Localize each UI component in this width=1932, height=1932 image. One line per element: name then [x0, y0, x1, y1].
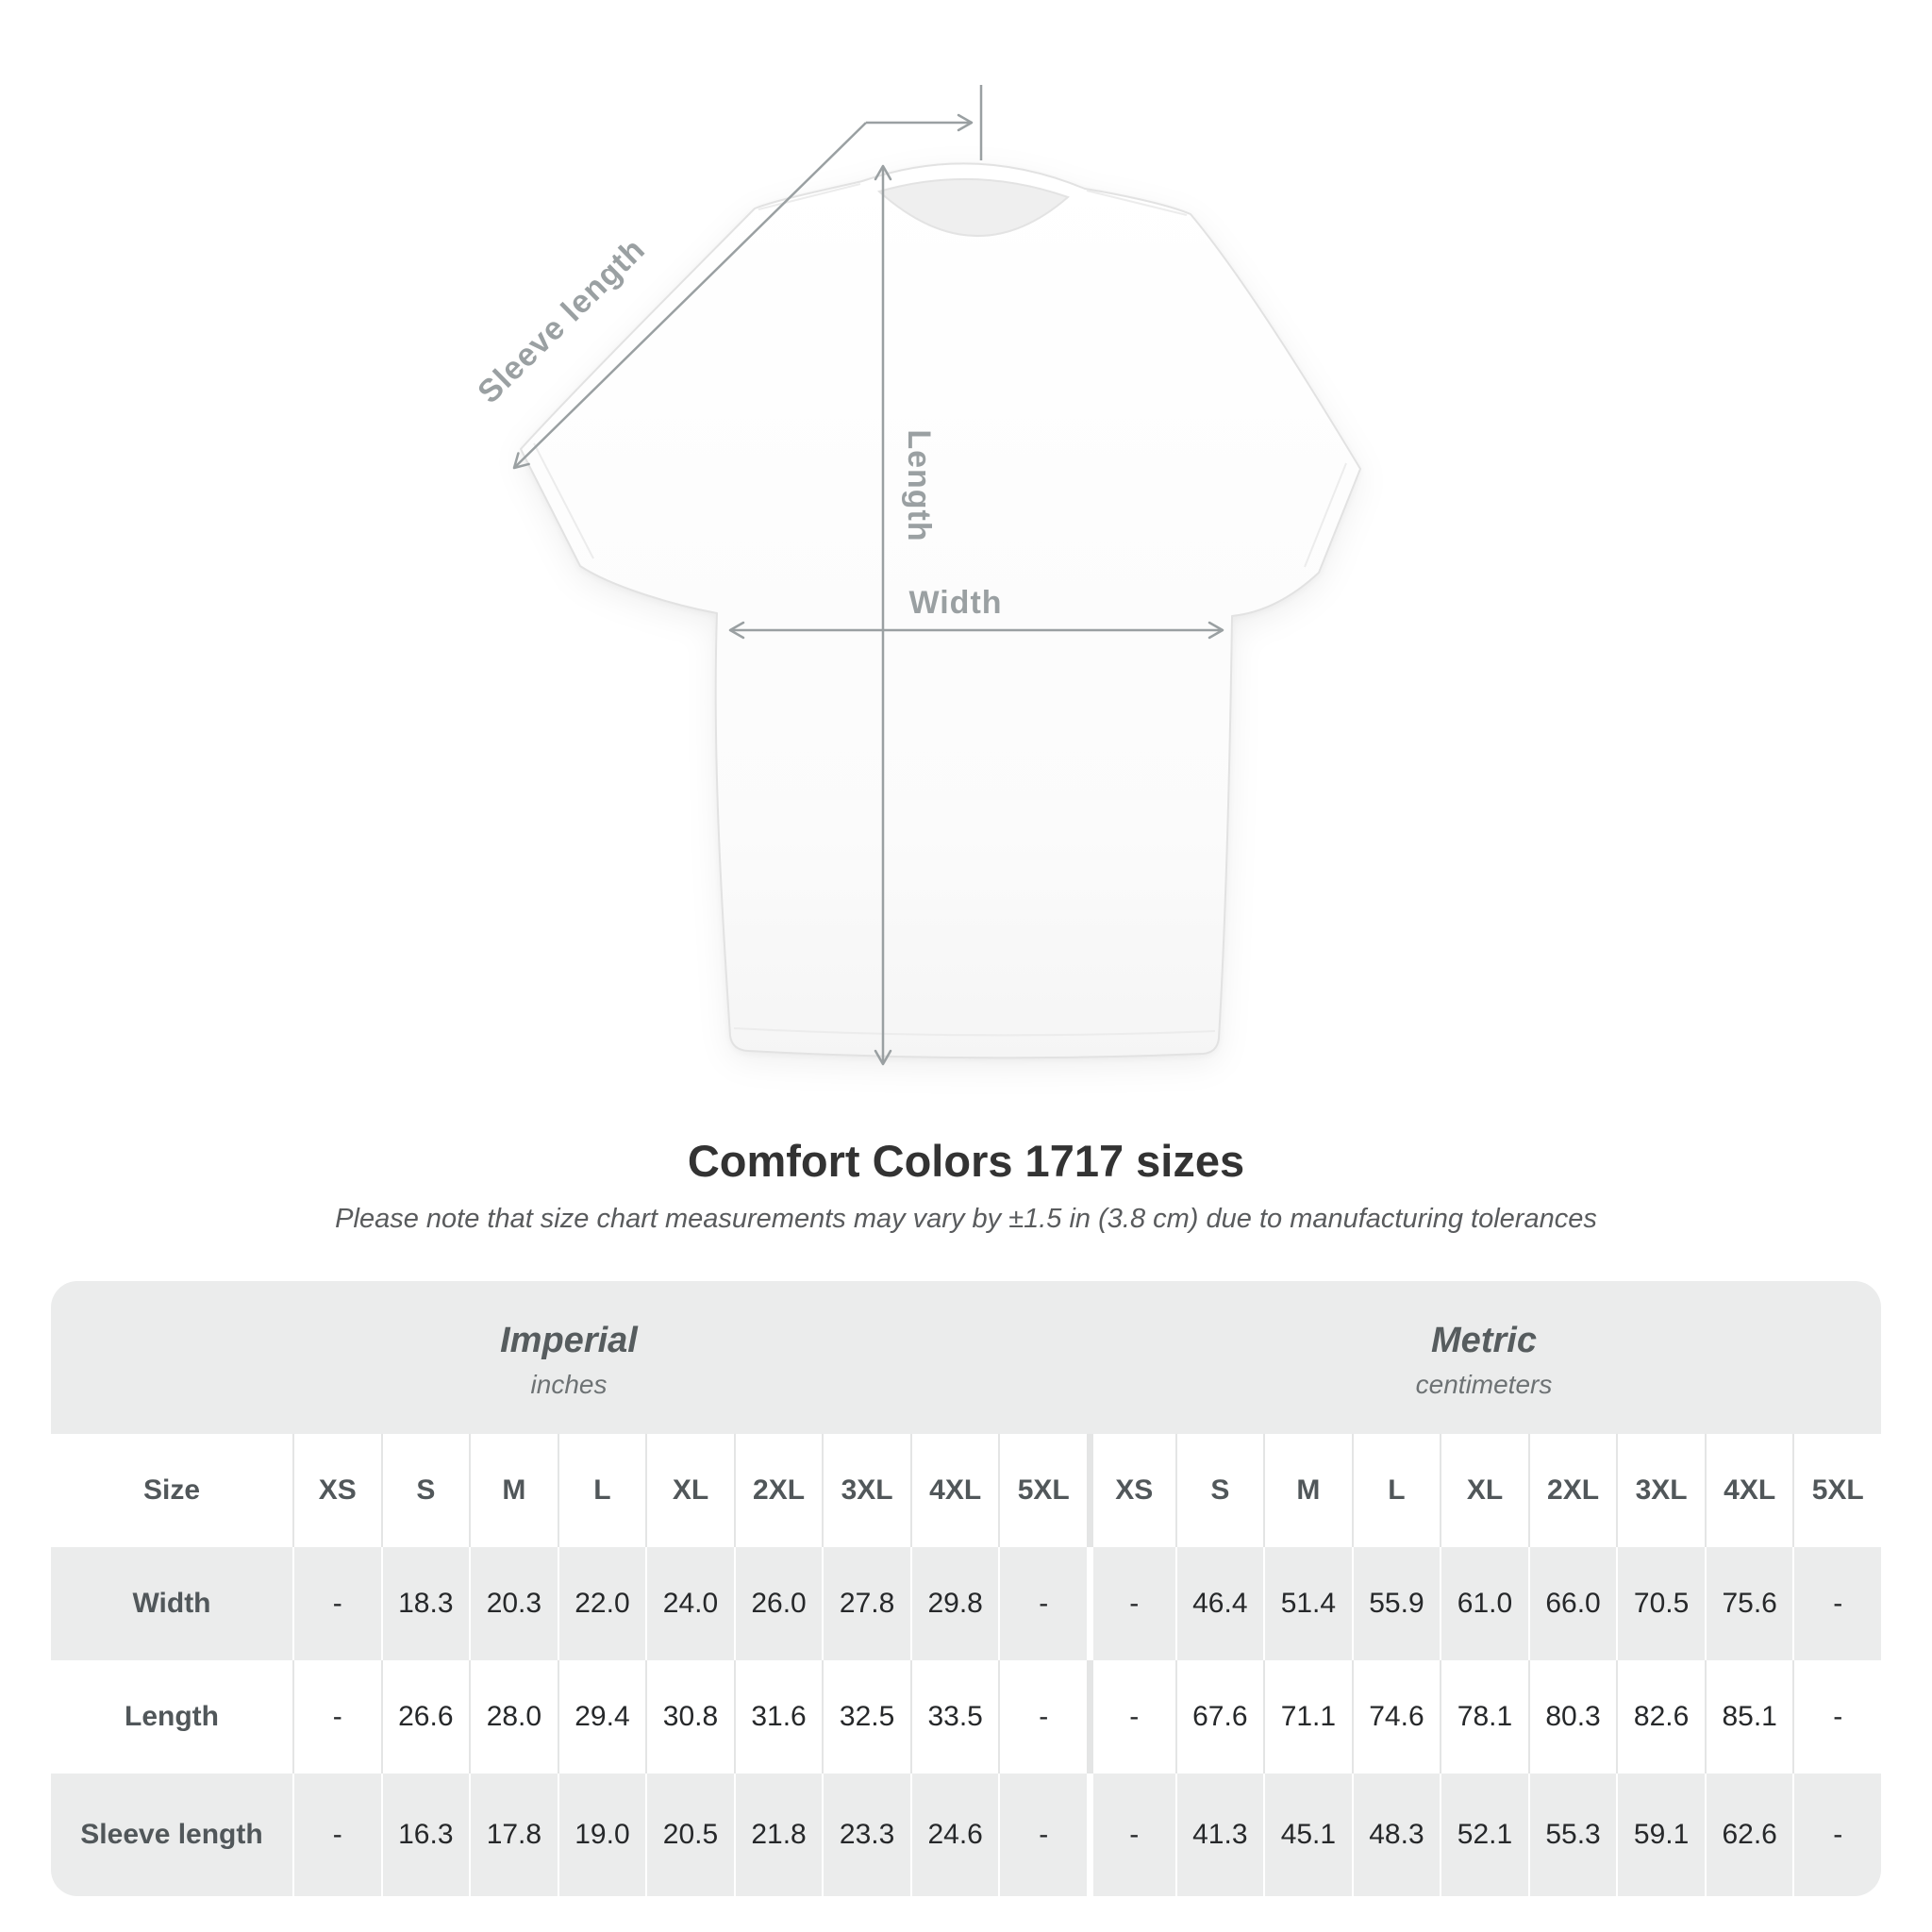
value-cell: 70.5: [1616, 1547, 1705, 1660]
size-header-cell: XL: [1440, 1434, 1528, 1547]
width-label: Width: [908, 585, 1002, 621]
tshirt-measurement-diagram: Sleeve length Length Width: [471, 85, 1361, 1066]
value-cell: 59.1: [1616, 1774, 1705, 1896]
length-label: Length: [901, 429, 937, 541]
value-cell: 17.8: [469, 1774, 558, 1896]
row-label: Width: [132, 1588, 211, 1619]
size-header-cell: 3XL: [1616, 1434, 1705, 1547]
sleeve-length-line: [512, 122, 867, 470]
value-cell: -: [292, 1774, 381, 1896]
size-header-cell: 5XL: [1792, 1434, 1881, 1547]
metric-label: Metric: [1431, 1321, 1537, 1360]
metric-section-header: Metric centimeters: [1087, 1281, 1881, 1434]
value-cell: 78.1: [1440, 1660, 1528, 1774]
value-cell: -: [1792, 1547, 1881, 1660]
size-header-cell: XS: [1087, 1434, 1175, 1547]
value-cell: 20.5: [645, 1774, 734, 1896]
size-header-cell: 5XL: [998, 1434, 1087, 1547]
size-header-cell: 2XL: [733, 1434, 823, 1547]
table-row-sleeve-length: Sleeve length - 16.3 17.8 19.0 20.5 21.8…: [51, 1774, 1881, 1896]
value-cell: 26.6: [380, 1660, 470, 1774]
tshirt-seams: [533, 183, 1347, 1037]
value-cell: 29.8: [909, 1547, 999, 1660]
value-cell: 31.6: [733, 1660, 823, 1774]
value-cell: -: [1792, 1660, 1881, 1774]
tshirt-body: [520, 162, 1361, 1059]
value-cell: 66.0: [1527, 1547, 1617, 1660]
value-cell: 55.3: [1527, 1774, 1617, 1896]
value-cell: -: [1087, 1660, 1175, 1774]
page-title: Comfort Colors 1717 sizes: [687, 1136, 1245, 1186]
value-cell: 18.3: [380, 1547, 470, 1660]
value-cell: 52.1: [1440, 1774, 1528, 1896]
imperial-unit: inches: [530, 1370, 608, 1399]
size-header-row: Size XS S M L XL 2XL 3XL 4XL 5XL XS S M …: [51, 1434, 1881, 1547]
value-cell: -: [1087, 1547, 1175, 1660]
value-cell: 55.9: [1351, 1547, 1441, 1660]
value-cell: 80.3: [1527, 1660, 1617, 1774]
unit-header-row: Imperial inches Metric centimeters: [51, 1281, 1881, 1434]
size-header-cell: 3XL: [822, 1434, 910, 1547]
value-cell: 20.3: [469, 1547, 558, 1660]
size-header-cell: 4XL: [1704, 1434, 1793, 1547]
value-cell: 61.0: [1440, 1547, 1528, 1660]
table-row-length: Length - 26.6 28.0 29.4 30.8 31.6 32.5 3…: [51, 1660, 1881, 1774]
size-header-cell: XS: [292, 1434, 381, 1547]
imperial-label: Imperial: [500, 1321, 638, 1360]
size-header-cell: XL: [645, 1434, 734, 1547]
value-cell: 33.5: [909, 1660, 999, 1774]
value-cell: 46.4: [1174, 1547, 1264, 1660]
value-cell: 19.0: [557, 1774, 646, 1896]
value-cell: 67.6: [1174, 1660, 1264, 1774]
value-cell: -: [998, 1547, 1087, 1660]
metric-unit: centimeters: [1415, 1370, 1553, 1399]
value-cell: 51.4: [1263, 1547, 1352, 1660]
size-column-header: Size: [142, 1474, 201, 1506]
size-header-cell: M: [469, 1434, 558, 1547]
size-header-cell: L: [1351, 1434, 1441, 1547]
value-cell: 32.5: [822, 1660, 910, 1774]
size-header-cell: L: [557, 1434, 646, 1547]
value-cell: -: [998, 1660, 1087, 1774]
value-cell: 62.6: [1704, 1774, 1793, 1896]
value-cell: 28.0: [469, 1660, 558, 1774]
value-cell: -: [998, 1774, 1087, 1896]
value-cell: 30.8: [645, 1660, 734, 1774]
value-cell: 22.0: [557, 1547, 646, 1660]
value-cell: 75.6: [1704, 1547, 1793, 1660]
tshirt-collar: [876, 177, 1070, 237]
value-cell: 48.3: [1351, 1774, 1441, 1896]
size-table: Imperial inches Metric centimeters Size …: [51, 1281, 1881, 1896]
value-cell: 41.3: [1174, 1774, 1264, 1896]
value-cell: 45.1: [1263, 1774, 1352, 1896]
size-header-cell: 2XL: [1527, 1434, 1617, 1547]
value-cell: 16.3: [380, 1774, 470, 1896]
value-cell: 23.3: [822, 1774, 910, 1896]
row-label: Sleeve length: [80, 1819, 263, 1850]
row-label: Length: [125, 1701, 219, 1732]
value-cell: -: [1087, 1774, 1175, 1896]
value-cell: 24.6: [909, 1774, 999, 1896]
table-row-width: Width - 18.3 20.3 22.0 24.0 26.0 27.8 29…: [51, 1547, 1881, 1660]
tolerance-note: Please note that size chart measurements…: [335, 1204, 1597, 1234]
value-cell: 26.0: [733, 1547, 823, 1660]
value-cell: 24.0: [645, 1547, 734, 1660]
size-header-cell: S: [1174, 1434, 1264, 1547]
value-cell: 27.8: [822, 1547, 910, 1660]
size-header-cell: 4XL: [909, 1434, 999, 1547]
value-cell: -: [1792, 1774, 1881, 1896]
size-header-cell: M: [1263, 1434, 1352, 1547]
value-cell: 85.1: [1704, 1660, 1793, 1774]
tshirt-graphic: [520, 162, 1361, 1059]
value-cell: 74.6: [1351, 1660, 1441, 1774]
value-cell: -: [292, 1660, 381, 1774]
value-cell: -: [292, 1547, 381, 1660]
value-cell: 21.8: [733, 1774, 823, 1896]
value-cell: 82.6: [1616, 1660, 1705, 1774]
value-cell: 71.1: [1263, 1660, 1352, 1774]
value-cell: 29.4: [557, 1660, 646, 1774]
size-header-cell: S: [380, 1434, 470, 1547]
imperial-section-header: Imperial inches: [51, 1281, 1087, 1434]
